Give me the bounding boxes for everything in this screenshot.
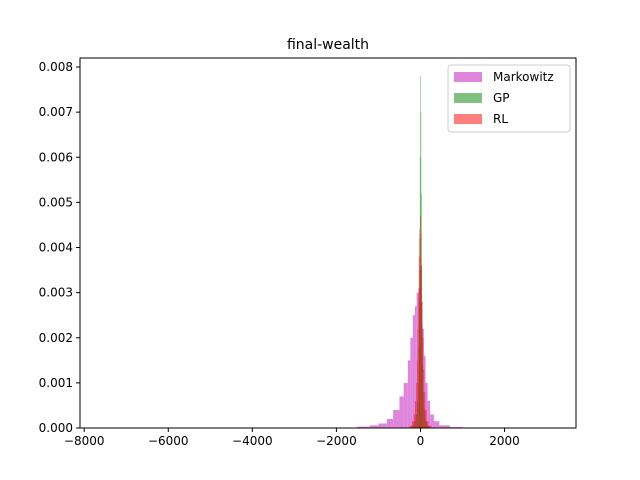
- legend-swatch: [454, 114, 482, 124]
- histogram-bar: [418, 256, 420, 428]
- histogram-bar: [357, 426, 371, 428]
- histogram-bar: [410, 337, 413, 428]
- histogram-bar: [418, 292, 419, 428]
- y-tick-label: 0.006: [39, 150, 73, 164]
- x-axis: −8000 −6000 −4000 −2000 0 2000: [64, 428, 520, 448]
- histogram-bar: [423, 369, 425, 428]
- histogram-bar: [378, 423, 387, 428]
- histogram-bar: [370, 425, 379, 428]
- legend-swatch: [454, 93, 482, 103]
- histogram-bar: [407, 360, 411, 428]
- histogram-bar: [419, 229, 421, 428]
- histogram-bar: [421, 265, 422, 428]
- histogram-bar: [427, 400, 431, 428]
- histogram-bar: [424, 391, 426, 428]
- y-tick-label: 0.004: [39, 241, 73, 255]
- histogram-bar: [415, 306, 417, 428]
- y-tick-label: 0.000: [39, 421, 73, 435]
- histogram-bar: [386, 418, 394, 428]
- x-tick-label: 2000: [489, 434, 520, 448]
- series-rl: [409, 215, 432, 428]
- histogram-bar: [439, 425, 450, 428]
- histogram-bar: [416, 360, 418, 428]
- x-tick-label: −6000: [148, 434, 189, 448]
- y-tick-label: 0.003: [39, 286, 73, 300]
- legend-swatch: [454, 72, 482, 82]
- histogram-bar: [409, 425, 413, 428]
- legend-label: RL: [493, 112, 508, 126]
- histogram-bar: [430, 414, 434, 428]
- x-tick-label: −2000: [316, 434, 357, 448]
- histogram-bar: [399, 396, 404, 428]
- y-axis: 0.000 0.001 0.002 0.003 0.004 0.005 0.006 0.007…: [39, 60, 80, 435]
- legend-label: GP: [493, 91, 510, 105]
- y-tick-label: 0.008: [39, 60, 73, 74]
- histogram-bar: [412, 315, 416, 428]
- histogram-bar: [417, 328, 419, 428]
- histogram-bar: [422, 337, 424, 428]
- histogram-bar: [393, 409, 400, 428]
- histogram-bar: [415, 400, 417, 428]
- histogram-bar: [412, 421, 414, 428]
- histogram-bar: [425, 409, 427, 428]
- y-tick-label: 0.005: [39, 195, 73, 209]
- histogram-bar: [428, 425, 432, 428]
- histogram-bar: [433, 421, 440, 428]
- axes-frame: [79, 57, 577, 429]
- histogram-bar: [413, 414, 416, 428]
- legend-label: Markowitz: [493, 70, 554, 84]
- plot-area: [357, 76, 463, 429]
- legend: Markowitz GP RL: [447, 64, 571, 133]
- x-tick-label: −8000: [64, 434, 105, 448]
- y-tick-label: 0.007: [39, 105, 73, 119]
- histogram-bar: [420, 215, 421, 428]
- histogram-bar: [420, 233, 422, 428]
- histogram-bar: [426, 421, 429, 428]
- y-tick-label: 0.001: [39, 376, 73, 390]
- histogram-bar: [416, 382, 417, 428]
- chart-title: final-wealth: [287, 37, 369, 53]
- x-tick-label: −4000: [232, 434, 273, 448]
- histogram-bar: [421, 301, 423, 428]
- histogram-bar: [425, 382, 428, 428]
- y-tick-label: 0.002: [39, 331, 73, 345]
- histogram-bar: [403, 382, 408, 428]
- x-tick-label: 0: [417, 434, 425, 448]
